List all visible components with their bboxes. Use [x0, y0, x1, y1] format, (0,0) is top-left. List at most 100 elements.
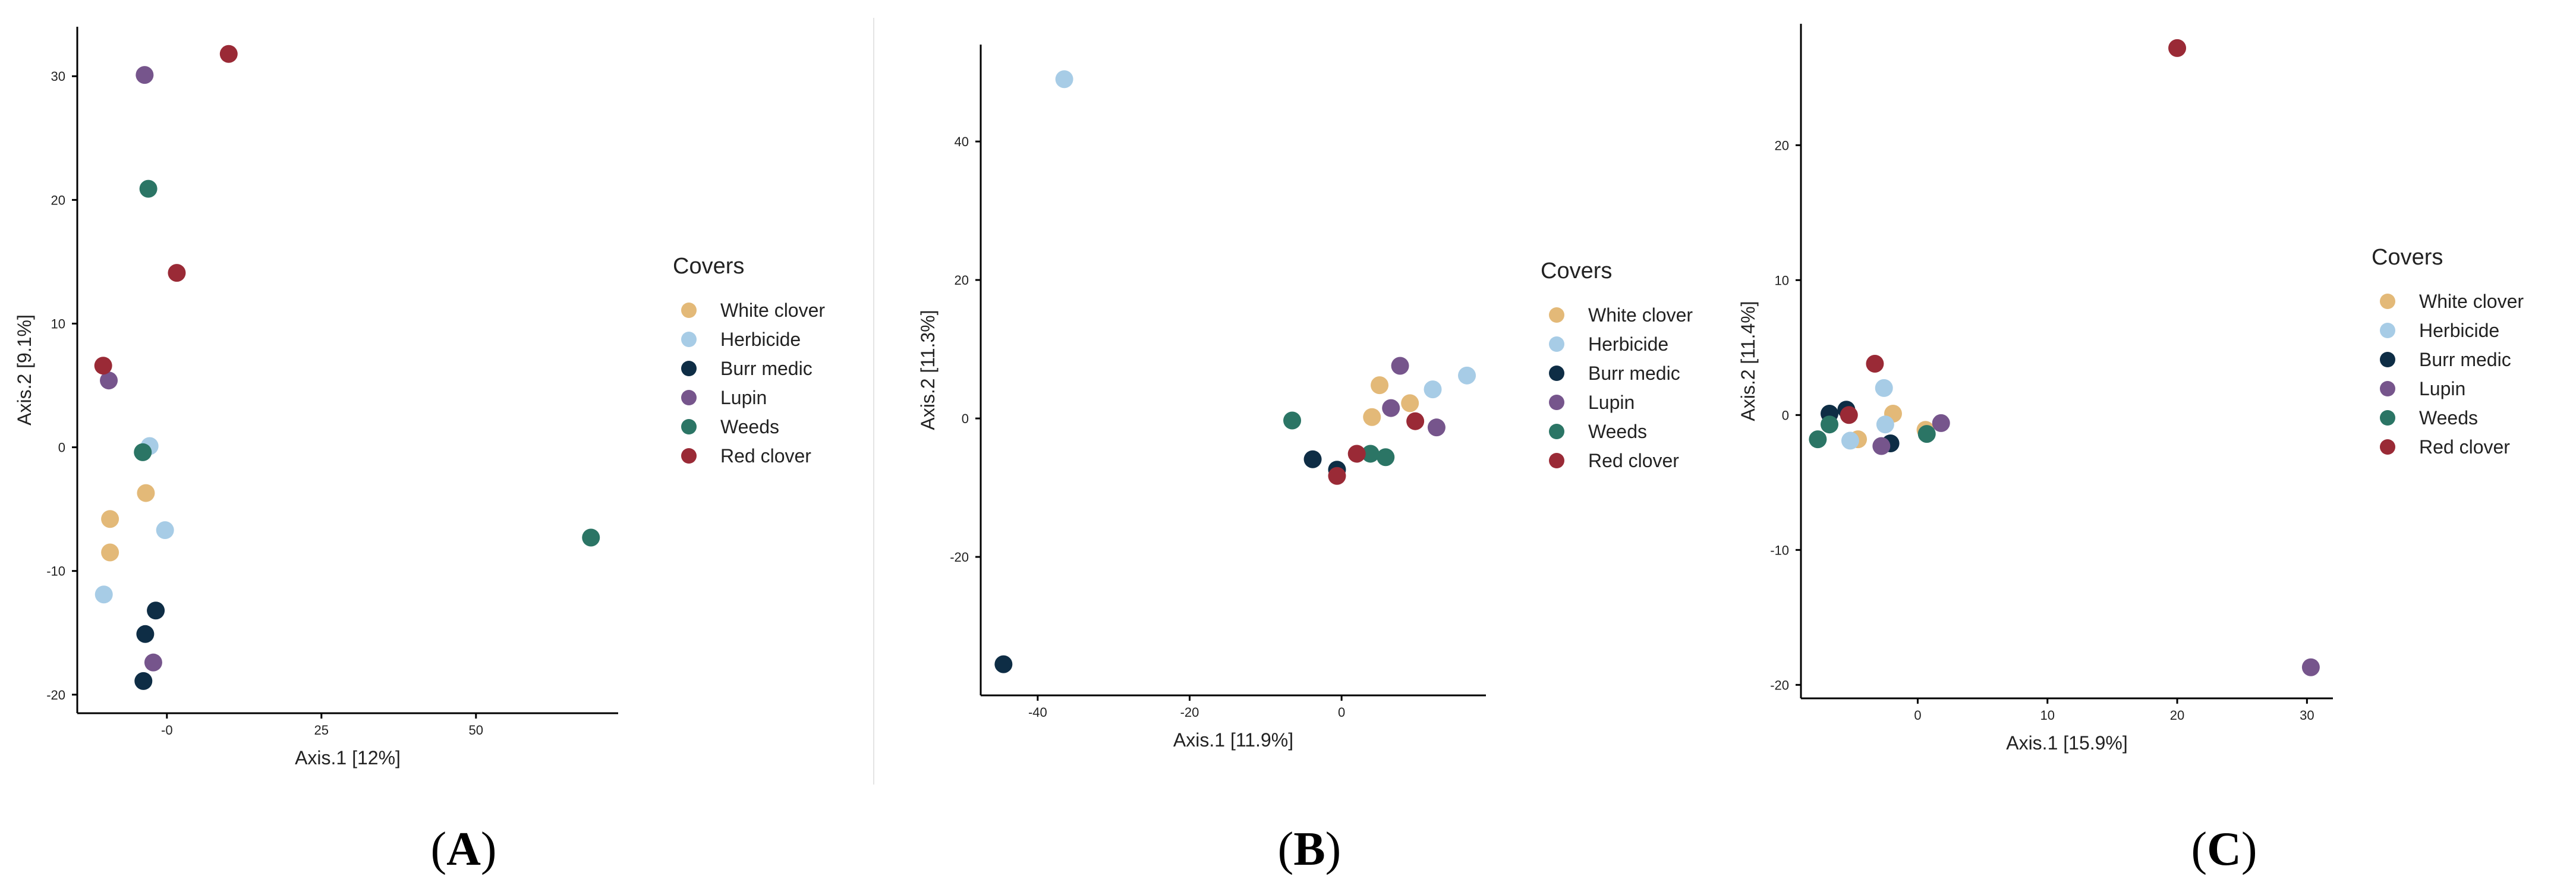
panel-b-point-white-clover: [1363, 408, 1381, 426]
panel-a-point-herbicide: [95, 585, 113, 604]
panel-c-y-tick-label: 0: [1782, 408, 1789, 423]
panel-b-legend-label-herbicide: Herbicide: [1588, 333, 1668, 355]
panel-b-label: (B): [1278, 823, 1341, 875]
panel-a-point-red-clover: [219, 45, 238, 63]
panel-c-legend-key-herbicide: [2380, 323, 2395, 338]
panel-c-x-tick-label: 0: [1914, 708, 1921, 723]
panel-a-legend-key-white-clover: [681, 303, 697, 318]
panel-b-legend-key-lupin: [1549, 395, 1564, 410]
panel-b-legend-title: Covers: [1541, 259, 1612, 284]
panel-a-point-white-clover: [101, 543, 119, 562]
panel-b-point-burr-medic: [1303, 450, 1322, 468]
panel-a-legend-label-red-clover: Red clover: [720, 445, 811, 467]
panel-b-x-tick-label: 0: [1338, 705, 1345, 720]
panel-a-point-lupin: [100, 371, 118, 390]
panel-b-point-white-clover: [1401, 394, 1419, 412]
panel-c-y-tick-label: -10: [1770, 543, 1789, 557]
panel-b-legend-key-burr-medic: [1549, 366, 1564, 381]
panel-c-x-axis-title: Axis.1 [15.9%]: [2006, 732, 2128, 754]
panel-b-point-lupin: [1382, 399, 1400, 417]
panel-a-x-tick-label: 25: [314, 723, 329, 738]
panel-a-point-lupin: [144, 653, 162, 672]
panel-a-legend-key-red-clover: [681, 448, 697, 464]
panel-c-legend-label-white-clover: White clover: [2419, 291, 2524, 312]
panel-b-point-herbicide: [1458, 366, 1476, 385]
panel-c-legend-key-red-clover: [2380, 439, 2395, 455]
panel-a-legend-label-herbicide: Herbicide: [720, 329, 801, 350]
panel-c: 0 10 20 30 -20 -10 0 10 20 Axis.1 [15.9%] Axis.2 […: [1737, 24, 2524, 875]
panel-a-legend-key-burr-medic: [681, 361, 697, 376]
panel-b-point-weeds: [1361, 445, 1380, 463]
panel-a-legend-label-weeds: Weeds: [720, 416, 779, 437]
panel-b-y-tick-label: 40: [955, 134, 969, 149]
panel-b-legend-label-white-clover: White clover: [1588, 304, 1693, 326]
panel-a-legend-label-burr-medic: Burr medic: [720, 358, 813, 379]
panel-c-legend-key-lupin: [2380, 381, 2395, 396]
panel-a-y-tick-label: 10: [51, 316, 65, 331]
panel-b-point-red-clover: [1328, 467, 1346, 485]
panel-b-legend: Covers White clover Herbicide Burr medic Lup…: [1541, 259, 1693, 471]
panel-b-point-weeds: [1283, 411, 1302, 430]
panel-c-y-axis-title: Axis.2 [11.4%]: [1737, 301, 1759, 421]
panel-c-point-herbicide: [1841, 431, 1859, 450]
panel-c-legend-key-white-clover: [2380, 294, 2395, 309]
panel-c-y-tick-label: -20: [1770, 678, 1789, 692]
panel-c-x-tick-label: 10: [2040, 708, 2055, 723]
panel-a-point-weeds: [134, 443, 152, 461]
panel-b-point-white-clover: [1371, 376, 1389, 395]
panel-a-point-red-clover: [94, 357, 112, 375]
panel-a-y-tick-label: 30: [51, 69, 65, 84]
panel-a-point-white-clover: [137, 484, 155, 502]
panel-b-y-tick-label: -20: [950, 550, 969, 565]
panel-a-point-burr-medic: [147, 601, 165, 620]
panel-a-point-weeds: [139, 179, 158, 198]
panel-c-legend-label-herbicide: Herbicide: [2419, 320, 2499, 341]
panel-b-point-herbicide: [1055, 70, 1073, 89]
panel-b-legend-key-white-clover: [1549, 307, 1564, 323]
panel-c-legend-key-weeds: [2380, 410, 2395, 426]
panel-b-y-axis-title: Axis.2 [11.3%]: [917, 310, 939, 430]
panel-a-legend-key-lupin: [681, 390, 697, 405]
panel-c-point-weeds: [1917, 425, 1936, 443]
panel-a-x-tick-label: 50: [469, 723, 483, 738]
panel-c-legend-label-red-clover: Red clover: [2419, 436, 2510, 458]
panel-c-label: (C): [2191, 823, 2257, 875]
panel-a-point-red-clover: [168, 264, 186, 282]
panel-b-y-tick-label: 20: [955, 273, 969, 288]
panel-b-legend-label-weeds: Weeds: [1588, 421, 1647, 442]
panel-c-legend-label-burr-medic: Burr medic: [2419, 349, 2511, 370]
panel-a-point-weeds: [582, 528, 600, 547]
panel-a-y-tick-label: -20: [46, 688, 65, 703]
panel-c-point-lupin: [1872, 437, 1891, 455]
panel-b-legend-label-burr-medic: Burr medic: [1588, 363, 1680, 384]
panel-c-legend: Covers White clover Herbicide Burr medic Lup…: [2372, 245, 2524, 458]
panel-a-legend-title: Covers: [673, 254, 744, 279]
panel-a-x-tick-label: -0: [161, 723, 173, 738]
panel-a-point-burr-medic: [136, 625, 155, 643]
panel-c-y-tick-label: 20: [1775, 138, 1789, 153]
panel-a-y-tick-label: 0: [58, 440, 65, 455]
panel-a-point-white-clover: [101, 510, 119, 528]
panel-a-legend-label-lupin: Lupin: [720, 387, 767, 408]
panel-c-point-weeds: [1809, 430, 1827, 449]
panel-b-legend-label-red-clover: Red clover: [1588, 450, 1679, 471]
panel-b-point-red-clover: [1347, 445, 1366, 463]
panel-c-x-tick-label: 20: [2170, 708, 2184, 723]
panel-b-y-tick-label: 0: [962, 411, 969, 426]
panel-c-legend-label-weeds: Weeds: [2419, 407, 2478, 429]
panel-a-label: (A): [430, 823, 496, 875]
panel-c-legend-title: Covers: [2372, 245, 2443, 270]
panel-a-legend-key-herbicide: [681, 332, 697, 347]
panel-a-legend-key-weeds: [681, 419, 697, 434]
panel-b-point-weeds: [1377, 448, 1395, 467]
panel-b-legend-key-weeds: [1549, 424, 1564, 439]
panel-a-point-lupin: [136, 66, 154, 84]
panel-b-x-tick-label: -40: [1028, 705, 1047, 720]
panel-a-legend: Covers White clover Herbicide Burr medic Lup…: [673, 254, 825, 467]
panel-b-point-lupin: [1427, 418, 1446, 437]
panel-a-point-burr-medic: [134, 672, 153, 690]
panel-c-point-red-clover: [1840, 406, 1858, 424]
panel-b-x-axis-title: Axis.1 [11.9%]: [1173, 729, 1293, 751]
panel-c-legend-key-burr-medic: [2380, 352, 2395, 367]
